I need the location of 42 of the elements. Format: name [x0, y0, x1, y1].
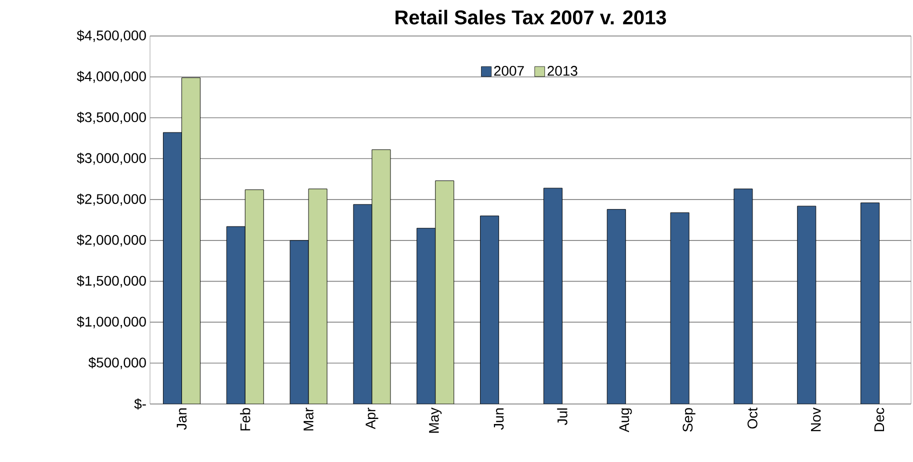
bar — [353, 204, 372, 404]
y-tick-label: $4,500,000 — [76, 30, 146, 42]
y-tick-label: $3,000,000 — [76, 152, 146, 165]
bar — [480, 216, 500, 404]
chart-title: Retail Sales Tax 2007 v. 2013 — [396, 10, 666, 24]
x-tick-label: May — [429, 408, 442, 433]
y-tick-label: $- — [134, 398, 146, 410]
x-tick-label: Aug — [619, 408, 632, 432]
bar — [226, 226, 246, 404]
x-tick-label: Apr — [366, 408, 378, 430]
y-tick-label: $1,000,000 — [76, 316, 146, 328]
bar — [162, 132, 182, 404]
bar — [543, 188, 562, 404]
x-tick-label: Feb — [240, 408, 250, 430]
bar — [181, 77, 200, 404]
bar — [308, 188, 328, 404]
x-tick-label: Sep — [682, 408, 696, 432]
bar — [797, 206, 816, 404]
bar — [734, 188, 753, 404]
bar — [372, 149, 391, 404]
y-tick-label: $2,500,000 — [76, 193, 146, 206]
y-tick-label: $3,500,000 — [76, 112, 146, 124]
bar — [244, 189, 264, 404]
bar — [435, 180, 454, 404]
y-tick-label: $2,000,000 — [76, 234, 146, 246]
bar — [860, 202, 880, 404]
legend-label: 2007 — [494, 66, 524, 76]
y-tick-label: $1,500,000 — [76, 275, 146, 288]
x-tick-label: Jan — [176, 408, 187, 430]
bar — [416, 228, 436, 404]
x-tick-label: Oct — [748, 408, 758, 429]
y-tick-label: $4,000,000 — [76, 70, 146, 83]
bar — [290, 240, 309, 404]
bar — [606, 209, 626, 404]
x-tick-label: Jun — [494, 408, 504, 430]
x-tick-label: Mar — [304, 408, 314, 430]
y-tick-label: $500,000 — [88, 357, 146, 370]
bar — [670, 212, 690, 404]
x-tick-label: Nov — [811, 408, 821, 432]
x-tick-label: Jul — [557, 408, 568, 426]
x-tick-label: Dec — [874, 408, 884, 432]
legend-label: 2013 — [548, 66, 578, 76]
